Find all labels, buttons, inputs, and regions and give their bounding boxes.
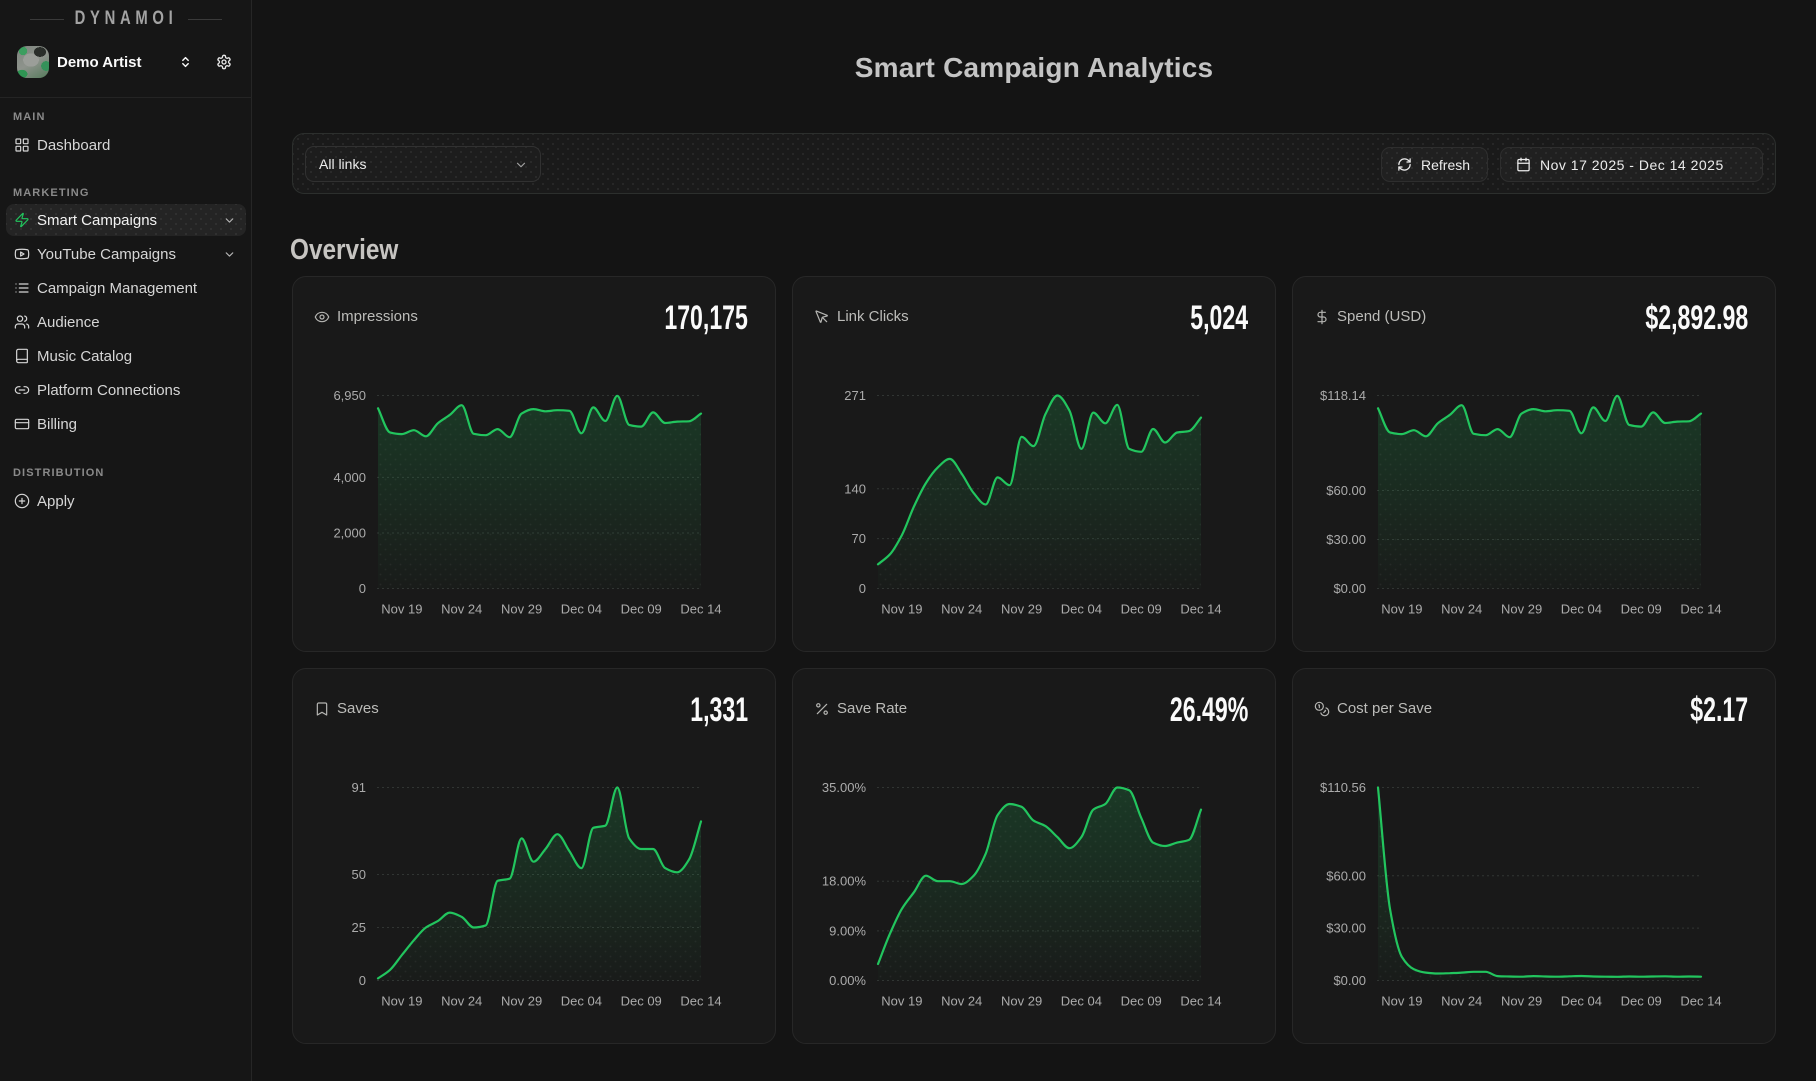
svg-text:$0.00: $0.00 <box>1333 973 1366 988</box>
svg-text:271: 271 <box>844 388 866 403</box>
svg-text:Dec 09: Dec 09 <box>1121 994 1162 1009</box>
svg-text:$60.00: $60.00 <box>1326 868 1366 883</box>
svg-text:Dec 04: Dec 04 <box>561 994 602 1009</box>
svg-text:$30.00: $30.00 <box>1326 921 1366 936</box>
svg-text:Nov 29: Nov 29 <box>1501 994 1542 1009</box>
svg-text:Dec 09: Dec 09 <box>1621 602 1662 617</box>
svg-text:Dec 04: Dec 04 <box>1561 994 1602 1009</box>
svg-text:Dec 04: Dec 04 <box>561 602 602 617</box>
svg-text:Nov 19: Nov 19 <box>1381 602 1422 617</box>
svg-text:Nov 19: Nov 19 <box>1381 994 1422 1009</box>
svg-text:Dec 04: Dec 04 <box>1061 602 1102 617</box>
svg-text:18.00%: 18.00% <box>822 874 867 889</box>
svg-text:25: 25 <box>352 920 366 935</box>
svg-text:Dec 14: Dec 14 <box>680 602 721 617</box>
svg-text:$118.14: $118.14 <box>1320 388 1366 403</box>
svg-text:0: 0 <box>359 973 366 988</box>
svg-text:Dec 04: Dec 04 <box>1061 994 1102 1009</box>
svg-text:50: 50 <box>352 867 366 882</box>
svg-text:Nov 19: Nov 19 <box>381 994 422 1009</box>
svg-text:Nov 19: Nov 19 <box>381 602 422 617</box>
svg-text:Dec 09: Dec 09 <box>1621 994 1662 1009</box>
svg-text:Dec 09: Dec 09 <box>1121 602 1162 617</box>
svg-text:140: 140 <box>844 481 866 496</box>
svg-text:Dec 14: Dec 14 <box>1680 602 1721 617</box>
svg-text:Nov 29: Nov 29 <box>1001 602 1042 617</box>
svg-text:6,950: 6,950 <box>333 388 366 403</box>
svg-text:0: 0 <box>359 581 366 596</box>
svg-text:Nov 24: Nov 24 <box>1441 602 1482 617</box>
svg-text:4,000: 4,000 <box>333 470 366 485</box>
svg-text:$110.56: $110.56 <box>1320 780 1366 795</box>
svg-text:Dec 14: Dec 14 <box>1680 994 1721 1009</box>
svg-text:Nov 24: Nov 24 <box>441 994 482 1009</box>
svg-text:Nov 19: Nov 19 <box>881 602 922 617</box>
svg-text:Nov 19: Nov 19 <box>881 994 922 1009</box>
svg-text:Nov 29: Nov 29 <box>501 994 542 1009</box>
svg-text:Dec 04: Dec 04 <box>1561 602 1602 617</box>
svg-text:Nov 29: Nov 29 <box>501 602 542 617</box>
svg-text:Dec 09: Dec 09 <box>621 994 662 1009</box>
svg-text:Dec 14: Dec 14 <box>680 994 721 1009</box>
svg-text:0: 0 <box>859 581 866 596</box>
svg-text:91: 91 <box>352 780 366 795</box>
svg-text:Nov 24: Nov 24 <box>941 994 982 1009</box>
svg-text:Dec 14: Dec 14 <box>1180 994 1221 1009</box>
svg-text:$60.00: $60.00 <box>1326 483 1366 498</box>
svg-text:35.00%: 35.00% <box>822 780 867 795</box>
svg-text:$0.00: $0.00 <box>1333 581 1366 596</box>
svg-text:Nov 24: Nov 24 <box>941 602 982 617</box>
svg-text:Nov 29: Nov 29 <box>1001 994 1042 1009</box>
svg-text:Nov 24: Nov 24 <box>1441 994 1482 1009</box>
svg-text:70: 70 <box>852 531 866 546</box>
svg-text:0.00%: 0.00% <box>829 973 866 988</box>
svg-text:Nov 24: Nov 24 <box>441 602 482 617</box>
svg-text:Nov 29: Nov 29 <box>1501 602 1542 617</box>
svg-text:9.00%: 9.00% <box>829 923 866 938</box>
svg-text:2,000: 2,000 <box>333 526 366 541</box>
svg-text:$30.00: $30.00 <box>1326 532 1366 547</box>
svg-text:Dec 14: Dec 14 <box>1180 602 1221 617</box>
svg-text:Dec 09: Dec 09 <box>621 602 662 617</box>
